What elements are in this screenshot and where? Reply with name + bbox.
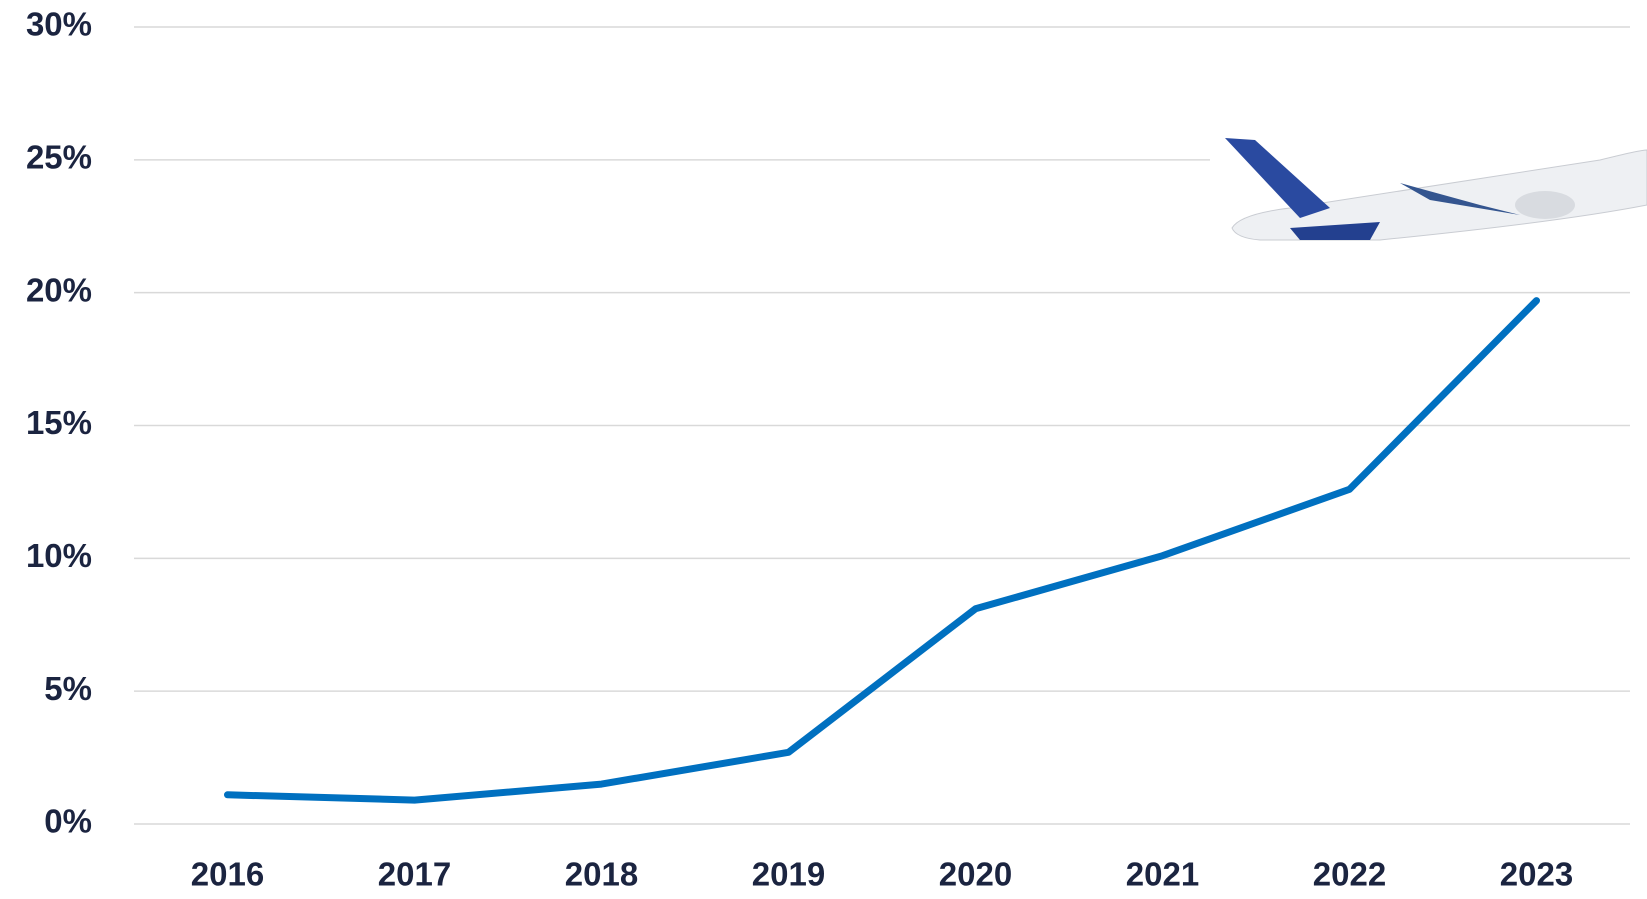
plot: 2016 2017 2018 2019 2020 2021 2022 2023 [191,297,1573,893]
engine [1515,191,1575,219]
y-tick-label: 5% [44,670,92,707]
x-tick-label: 2022 [1313,856,1386,893]
line-series [224,297,1540,804]
x-tick-label: 2017 [378,856,451,893]
belly [1290,222,1380,240]
x-tick-label: 2023 [1500,856,1573,893]
y-tick-label: 25% [26,139,92,176]
tail [1225,138,1330,218]
x-tick-label: 2019 [752,856,825,893]
y-tick-label: 10% [26,537,92,574]
x-tick-label: 2021 [1126,856,1199,893]
y-tick-label: 30% [26,6,92,43]
grid: 0% 5% 10% 15% 20% 25% 30% [26,6,1630,840]
airplane-image [1210,100,1647,290]
x-tick-label: 2016 [191,856,264,893]
y-tick-label: 20% [26,271,92,308]
x-tick-label: 2018 [565,856,638,893]
y-tick-label: 15% [26,404,92,441]
y-tick-label: 0% [44,803,92,840]
x-tick-label: 2020 [939,856,1012,893]
